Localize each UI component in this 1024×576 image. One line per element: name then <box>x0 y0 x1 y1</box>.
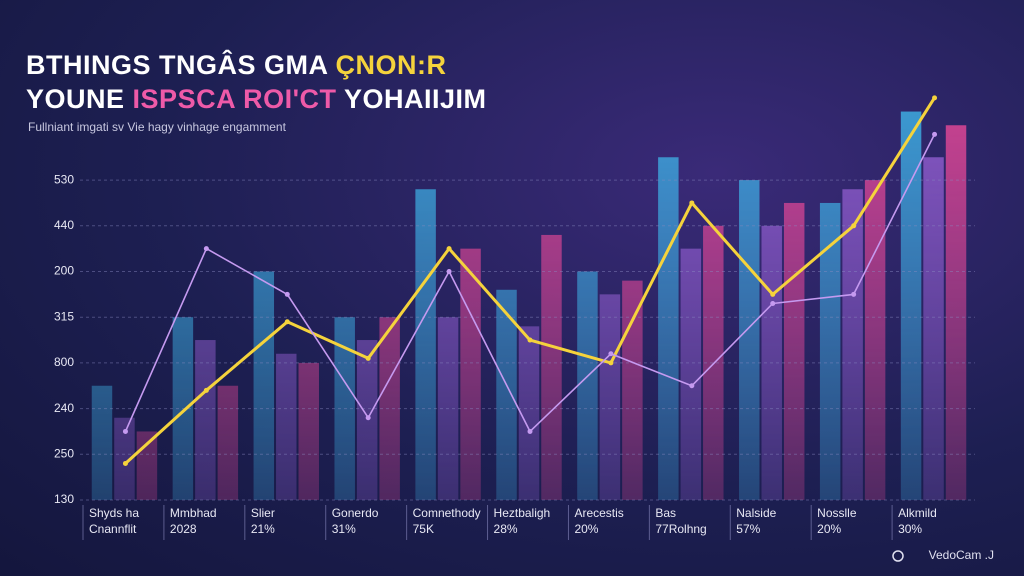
title-part: ÇNON:R <box>335 50 447 80</box>
bar <box>577 271 598 500</box>
bar <box>599 294 621 500</box>
bar <box>91 385 113 500</box>
bar <box>195 340 216 500</box>
line-point <box>203 246 209 252</box>
line-point <box>608 351 614 357</box>
line-point <box>770 291 776 297</box>
x-tick-note: Cnannflit <box>89 522 137 536</box>
bar <box>739 180 760 500</box>
bar <box>680 248 702 500</box>
bar <box>437 317 459 500</box>
line-point <box>365 355 371 361</box>
line-point <box>689 200 695 206</box>
x-tick-label: Gonerdo <box>332 506 379 520</box>
title-part: BTHINGS TNGÂS GMA <box>26 50 328 80</box>
line-point <box>446 246 452 252</box>
x-tick-label: Slier <box>251 506 275 520</box>
subtitle: Fullniant imgati sv Vie hagy vinhage eng… <box>28 120 286 134</box>
bar <box>761 225 782 501</box>
title-part: YOUNE <box>26 84 125 114</box>
x-tick-label: Mmbhad <box>170 506 217 520</box>
y-tick-label: 800 <box>54 355 74 369</box>
bar <box>900 111 922 501</box>
line-point <box>527 428 533 434</box>
line-point <box>932 95 938 101</box>
title-line: BTHINGS TNGÂS GMA ÇNON:R <box>26 50 447 81</box>
bar <box>217 385 239 500</box>
bar <box>496 289 517 500</box>
x-tick-label: Nalside <box>736 506 776 520</box>
y-tick-label: 440 <box>54 218 74 232</box>
line-point <box>446 269 452 274</box>
line-point <box>932 131 938 137</box>
bar <box>541 234 562 500</box>
bar <box>415 189 436 501</box>
bar <box>298 362 319 500</box>
y-tick-label: 530 <box>54 172 74 186</box>
line-point <box>122 428 128 434</box>
y-tick-label: 315 <box>54 309 74 323</box>
bar <box>172 317 194 500</box>
bar <box>114 417 135 500</box>
y-tick-label: 130 <box>54 492 74 506</box>
line-point <box>365 415 371 421</box>
line-point <box>770 300 776 306</box>
bar <box>460 248 481 500</box>
x-tick-note: 77Rolhng <box>655 522 706 536</box>
bar <box>622 280 643 500</box>
footer: VedoCam .J <box>928 548 994 562</box>
y-tick-label: 200 <box>54 264 74 278</box>
x-tick-label: Shyds ha <box>89 506 139 520</box>
x-tick-label: Comnethody <box>413 506 481 520</box>
x-tick-label: Arecestis <box>574 506 623 520</box>
x-tick-note: 20% <box>817 522 841 536</box>
line-point <box>851 223 857 229</box>
y-tick-label: 250 <box>54 446 74 460</box>
line-point <box>203 387 209 393</box>
title-line: YOUNE ISPSCA ROI'CT YOHAIIJIM <box>26 84 487 115</box>
x-tick-note: 28% <box>494 522 518 536</box>
x-tick-note: 31% <box>332 522 356 536</box>
x-tick-label: Bas <box>655 506 676 520</box>
line-point <box>284 319 290 325</box>
x-tick-label: Nosslle <box>817 506 857 520</box>
bar <box>136 431 158 500</box>
line-point <box>851 291 857 297</box>
bar <box>658 157 679 500</box>
x-tick-note: 2028 <box>170 522 197 536</box>
x-tick-note: 57% <box>736 522 760 536</box>
line-point <box>122 460 128 466</box>
line-point <box>527 337 533 343</box>
line-point <box>689 383 695 389</box>
title-part: YOHAIIJIM <box>344 84 487 114</box>
bar <box>945 125 967 500</box>
bar <box>923 157 944 500</box>
bar <box>518 326 540 500</box>
bar <box>783 202 805 500</box>
bar <box>842 189 863 501</box>
bar <box>276 353 297 500</box>
x-tick-note: 20% <box>574 522 598 536</box>
x-tick-note: 21% <box>251 522 275 536</box>
x-tick-note: 75K <box>413 522 434 536</box>
bar <box>819 202 841 500</box>
x-tick-note: 30% <box>898 522 922 536</box>
x-tick-label: Heztbaligh <box>494 506 551 520</box>
x-tick-label: Alkmild <box>898 506 937 520</box>
bar <box>334 317 355 500</box>
y-tick-label: 240 <box>54 401 74 415</box>
bar <box>864 180 886 500</box>
title-part: ISPSCA ROI'CT <box>132 84 337 114</box>
line-point <box>284 291 290 297</box>
bar <box>379 317 400 500</box>
line-point <box>608 360 614 366</box>
bar <box>253 271 275 500</box>
